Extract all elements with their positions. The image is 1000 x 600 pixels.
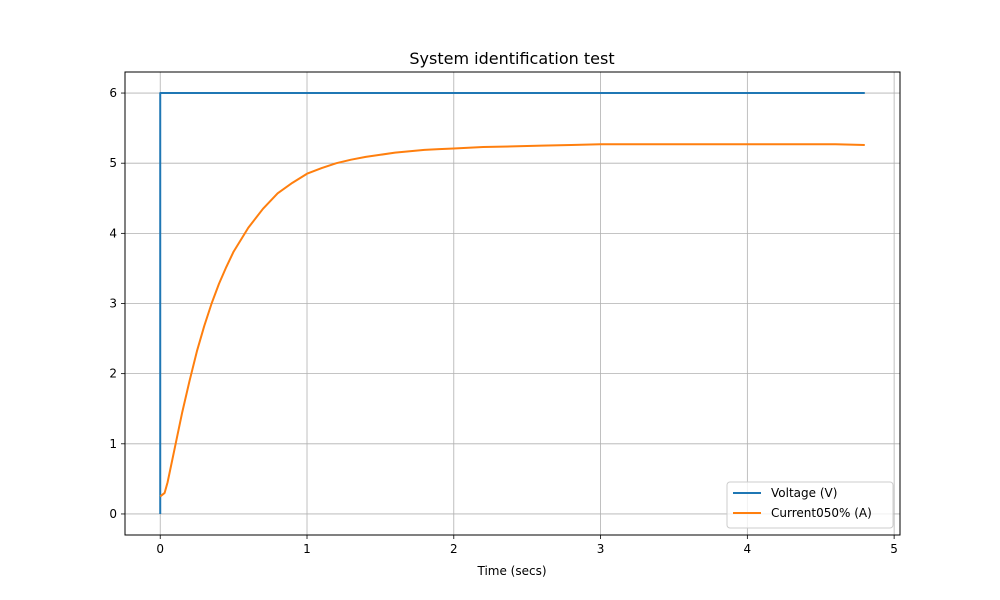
x-tick-label: 3 bbox=[597, 542, 605, 556]
y-tick-label: 1 bbox=[109, 437, 117, 451]
voltage-series-line bbox=[159, 92, 865, 514]
series-layer bbox=[159, 92, 865, 514]
ticks: 0 1 2 3 4 5 0 1 2 3 4 5 6 bbox=[109, 86, 898, 556]
x-tick-label: 2 bbox=[450, 542, 458, 556]
y-tick-label: 0 bbox=[109, 507, 117, 521]
y-tick-label: 5 bbox=[109, 156, 117, 170]
legend-box bbox=[726, 481, 894, 529]
y-tick-label: 2 bbox=[109, 367, 117, 381]
x-tick-label: 4 bbox=[744, 542, 752, 556]
x-tick-label: 0 bbox=[156, 542, 164, 556]
x-axis-label: Time (secs) bbox=[476, 564, 546, 578]
y-tick-label: 4 bbox=[109, 226, 117, 240]
legend-label-voltage: Voltage (V) bbox=[771, 486, 837, 500]
chart-title: System identification test bbox=[409, 49, 614, 68]
y-tick-label: 6 bbox=[109, 86, 117, 100]
legend: Voltage (V) Current050% (A) bbox=[726, 481, 894, 529]
y-tick-label: 3 bbox=[109, 297, 117, 311]
legend-label-current: Current050% (A) bbox=[771, 506, 872, 520]
current-series-line bbox=[159, 143, 865, 498]
x-tick-label: 5 bbox=[890, 542, 898, 556]
x-tick-label: 1 bbox=[303, 542, 311, 556]
